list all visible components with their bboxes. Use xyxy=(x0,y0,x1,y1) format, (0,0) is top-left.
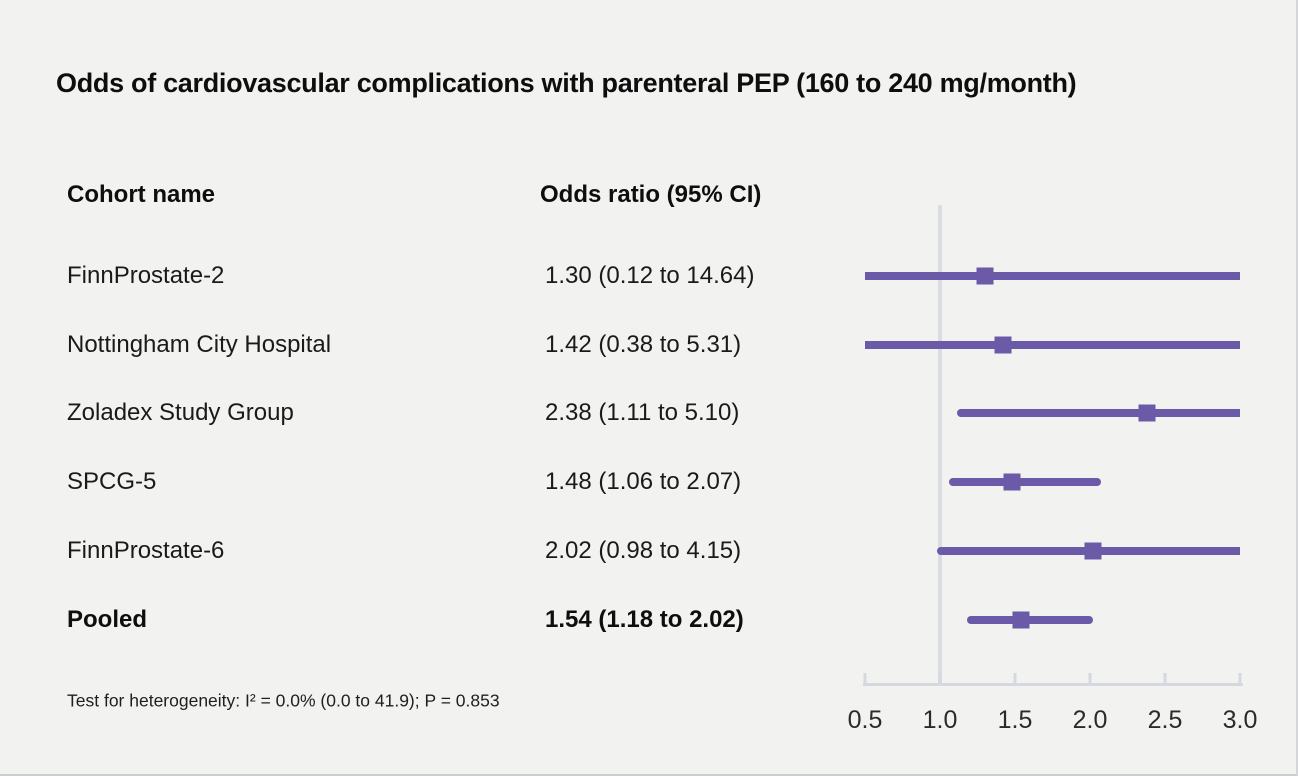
odds-ratio-value-label: 1.30 (0.12 to 14.64) xyxy=(545,262,755,289)
odds-ratio-marker xyxy=(1084,542,1102,560)
cohort-name-label: FinnProstate-2 xyxy=(67,262,225,289)
x-axis-tick xyxy=(1238,673,1242,683)
cohort-name-label: Zoladex Study Group xyxy=(67,399,294,427)
x-axis-line xyxy=(863,683,1243,686)
ci-line xyxy=(865,340,1240,349)
column-header-odds-ratio: Odds ratio (95% CI) xyxy=(540,181,762,208)
x-axis-tick xyxy=(1013,673,1017,683)
odds-ratio-marker xyxy=(1003,473,1021,491)
x-axis-tick xyxy=(863,673,867,683)
x-axis-tick-label: 2.5 xyxy=(1147,706,1183,734)
ci-line xyxy=(865,272,1240,280)
odds-ratio-value-label: 2.02 (0.98 to 4.15) xyxy=(545,536,742,564)
cohort-name-label: Nottingham City Hospital xyxy=(67,330,332,358)
ci-line xyxy=(967,615,1093,624)
x-axis-tick-label: 3.0 xyxy=(1222,706,1258,734)
cohort-name-label: SPCG-5 xyxy=(67,468,157,496)
odds-ratio-marker xyxy=(976,267,994,285)
reference-line xyxy=(938,205,942,686)
odds-ratio-marker xyxy=(1138,404,1156,422)
odds-ratio-value-label: 1.54 (1.18 to 2.02) xyxy=(545,605,744,633)
cohort-name-label: FinnProstate-6 xyxy=(67,536,225,564)
ci-line xyxy=(956,409,1240,418)
heterogeneity-footnote: Test for heterogeneity: I² = 0.0% (0.0 t… xyxy=(67,690,500,711)
chart-title: Odds of cardiovascular complications wit… xyxy=(56,68,1077,98)
odds-ratio-marker xyxy=(1012,611,1030,628)
x-axis-tick xyxy=(1163,673,1167,683)
x-axis-tick-label: 2.0 xyxy=(1072,706,1108,734)
x-axis-tick xyxy=(1088,673,1092,683)
cohort-name-label: Pooled xyxy=(67,605,148,633)
column-header-cohort-name: Cohort name xyxy=(67,181,216,208)
x-axis-tick xyxy=(938,673,942,683)
x-axis-tick-label: 1.5 xyxy=(997,706,1033,734)
x-axis-tick-label: 0.5 xyxy=(847,706,883,734)
odds-ratio-value-label: 1.42 (0.38 to 5.31) xyxy=(545,330,742,358)
odds-ratio-marker xyxy=(994,336,1012,354)
x-axis-tick-label: 1.0 xyxy=(922,706,958,734)
ci-line xyxy=(949,478,1101,487)
odds-ratio-value-label: 2.38 (1.11 to 5.10) xyxy=(545,399,740,427)
odds-ratio-value-label: 1.48 (1.06 to 2.07) xyxy=(545,468,742,496)
